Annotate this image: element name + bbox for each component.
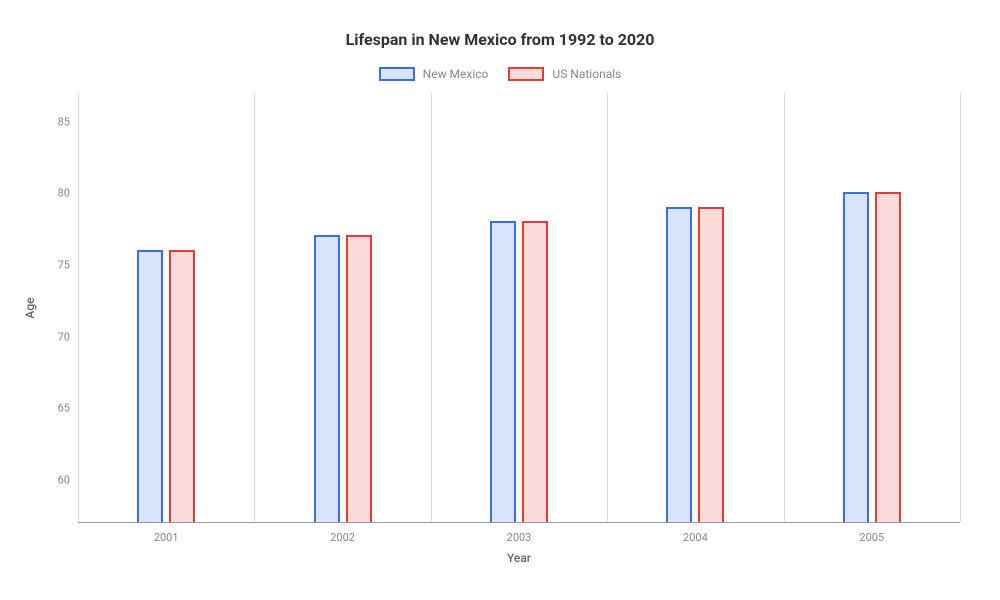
gridline xyxy=(431,93,432,522)
legend: New Mexico US Nationals xyxy=(40,67,960,81)
bar-group xyxy=(490,221,548,522)
legend-item[interactable]: New Mexico xyxy=(379,67,489,81)
bar[interactable] xyxy=(843,192,869,522)
legend-item[interactable]: US Nationals xyxy=(508,67,621,81)
chart-container: Lifespan in New Mexico from 1992 to 2020… xyxy=(0,0,1000,600)
plot-area xyxy=(78,93,960,523)
y-axis-label: Age xyxy=(23,297,37,318)
x-tick-label: 2001 xyxy=(154,531,179,544)
bar[interactable] xyxy=(490,221,516,522)
bar-group xyxy=(314,235,372,522)
y-tick-label: 85 xyxy=(58,115,70,128)
legend-label: New Mexico xyxy=(423,67,489,81)
bar-group xyxy=(137,250,195,522)
bar-group xyxy=(843,192,901,522)
legend-swatch xyxy=(508,67,544,81)
y-tick-label: 65 xyxy=(58,402,70,415)
y-tick-label: 80 xyxy=(58,187,70,200)
bar[interactable] xyxy=(666,207,692,522)
gridline xyxy=(607,93,608,522)
bar-group xyxy=(666,207,724,522)
y-tick-label: 60 xyxy=(58,474,70,487)
bar[interactable] xyxy=(698,207,724,522)
bar[interactable] xyxy=(875,192,901,522)
gridline xyxy=(960,93,961,522)
legend-swatch xyxy=(379,67,415,81)
bar[interactable] xyxy=(522,221,548,522)
chart-title: Lifespan in New Mexico from 1992 to 2020 xyxy=(40,30,960,49)
gridline xyxy=(78,93,79,522)
y-axis-ticks: 60 65 70 75 80 85 xyxy=(40,93,78,523)
bar[interactable] xyxy=(169,250,195,522)
y-tick-label: 75 xyxy=(58,259,70,272)
y-tick-label: 70 xyxy=(58,330,70,343)
x-axis-ticks: 2001 2002 2003 2004 2005 xyxy=(78,523,960,547)
x-tick-label: 2002 xyxy=(330,531,355,544)
x-tick-label: 2005 xyxy=(859,531,884,544)
x-tick-label: 2004 xyxy=(683,531,708,544)
plot-wrap: Age 606570758085 xyxy=(40,93,960,523)
x-tick-label: 2003 xyxy=(507,531,532,544)
gridline xyxy=(784,93,785,522)
x-axis-label: Year xyxy=(78,551,960,565)
bar[interactable] xyxy=(314,235,340,522)
bar[interactable] xyxy=(346,235,372,522)
gridline xyxy=(254,93,255,522)
bar[interactable] xyxy=(137,250,163,522)
legend-label: US Nationals xyxy=(552,67,621,81)
